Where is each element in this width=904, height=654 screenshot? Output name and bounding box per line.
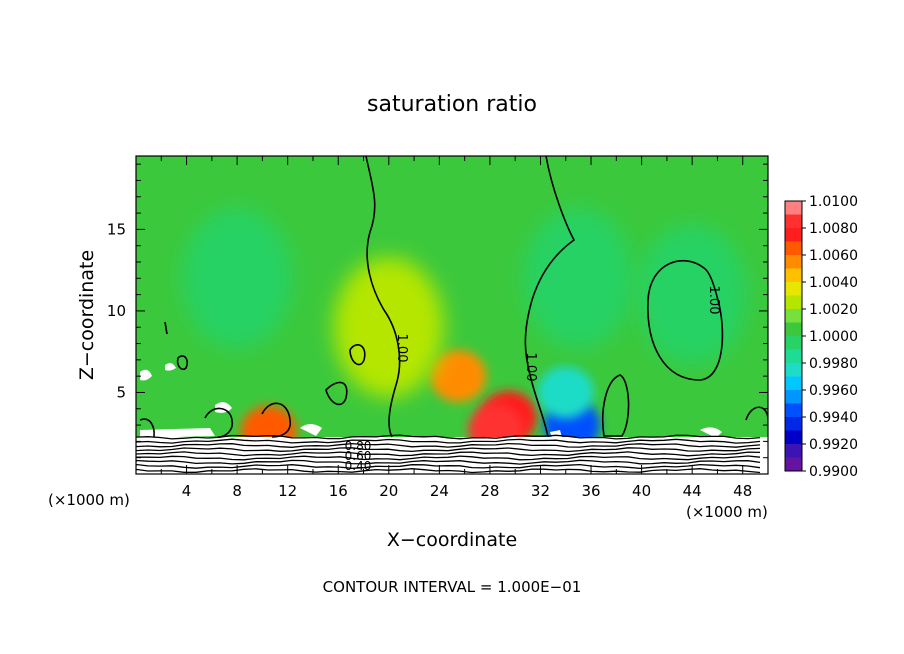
colorbar-tick-label: 0.9900	[809, 464, 858, 480]
field-feature-1	[430, 350, 487, 403]
colorbar-tick-label: 1.0100	[809, 194, 858, 210]
field-feature-8	[182, 208, 293, 349]
y-tick-label: 5	[116, 383, 126, 401]
colorbar: 1.0100 1.0080 1.0060 1.0040 1.0020 1.0000 0.99…	[784, 194, 858, 480]
contour-label-4: 0.80	[345, 439, 372, 453]
colorbar-band	[785, 417, 802, 431]
field-feature-5	[537, 366, 594, 419]
x-tick-label: 44	[683, 482, 702, 500]
unity-contours	[139, 156, 768, 438]
colorbar-band	[785, 282, 802, 296]
colorbar-band	[785, 295, 802, 310]
colorbar-band	[785, 403, 802, 418]
colorbar-band	[785, 457, 802, 472]
plot-area	[136, 156, 768, 474]
x-unit-right: (×1000 m)	[686, 503, 768, 521]
x-tick-label: 40	[632, 482, 651, 500]
colorbar-tick-label: 1.0020	[809, 302, 858, 318]
contour-label-1: 1.00	[394, 334, 409, 363]
x-tick-label: 48	[733, 482, 752, 500]
plot-frame	[135, 155, 769, 475]
colorbar-band	[785, 228, 802, 242]
colorbar-band	[785, 201, 802, 215]
ground-contour-line	[136, 455, 761, 461]
y-axis-label: Z−coordinate	[76, 250, 98, 380]
x-tick-label: 12	[278, 482, 297, 500]
x-tick-label: 8	[232, 482, 242, 500]
ground-contour-line	[136, 434, 761, 440]
x-tick-label: 28	[480, 482, 499, 500]
colorbar-band	[785, 390, 802, 404]
colorbar-tick-label: 0.9980	[809, 356, 858, 372]
x-unit-left: (×1000 m)	[48, 491, 130, 509]
x-tick-label: 36	[581, 482, 600, 500]
colorbar-band	[785, 309, 802, 323]
field-feature-9	[637, 224, 748, 365]
contour-label-3: 1.00	[706, 286, 721, 315]
x-tick-label: 32	[531, 482, 550, 500]
field-features	[182, 208, 748, 458]
colorbar-band	[785, 268, 802, 283]
ground-contour-line	[136, 438, 761, 444]
x-axis-label: X−coordinate	[387, 529, 517, 551]
contour-labels: 1.00 1.00 1.00 0.80 0.60 0.40	[345, 286, 721, 473]
colorbar-band	[785, 444, 802, 458]
ground-contour-line	[136, 451, 761, 457]
ground-contour-line	[136, 463, 761, 470]
x-tick-label: 4	[182, 482, 192, 500]
colorbar-tick-label: 0.9960	[809, 383, 858, 399]
y-tick-label: 15	[107, 220, 126, 238]
colorbar-band	[785, 322, 802, 337]
ground-contour-line	[136, 447, 761, 453]
ground-contour-line	[136, 442, 761, 448]
x-tick-label: 20	[379, 482, 398, 500]
contour-label-5: 0.60	[345, 449, 372, 463]
contour-label-2: 1.00	[523, 353, 538, 382]
x-axis: 4 8 12 16 20 24 28 32 36 40 44 48	[160, 156, 752, 500]
contour-interval-note: CONTOUR INTERVAL = 1.000E−01	[323, 578, 582, 596]
colorbar-tick-label: 1.0000	[809, 329, 858, 345]
colorbar-tick-label: 1.0060	[809, 248, 858, 264]
colorbar-band	[785, 349, 802, 364]
x-tick-label: 24	[430, 482, 449, 500]
field-feature-7	[523, 208, 634, 349]
colorbar-tick-label: 1.0040	[809, 275, 858, 291]
colorbar-band	[785, 255, 802, 269]
colorbar-tick-label: 0.9920	[809, 437, 858, 453]
chart-title: saturation ratio	[367, 92, 537, 117]
colorbar-band	[785, 214, 802, 229]
y-tick-label: 10	[107, 302, 126, 320]
contour-label-6: 0.40	[345, 459, 372, 473]
x-tick-label: 16	[329, 482, 348, 500]
field-feature-6	[333, 257, 444, 398]
ground-contour-line	[136, 468, 761, 474]
colorbar-band	[785, 363, 802, 377]
ground-contour-line	[136, 459, 761, 465]
colorbar-band	[785, 336, 802, 350]
ground-contours	[136, 434, 761, 474]
colorbar-tick-label: 1.0080	[809, 221, 858, 237]
colorbar-band	[785, 241, 802, 256]
colorbar-band	[785, 430, 802, 445]
colorbar-tick-label: 0.9940	[809, 410, 858, 426]
y-axis: 5 10 15	[107, 163, 768, 459]
colorbar-band	[785, 376, 802, 391]
